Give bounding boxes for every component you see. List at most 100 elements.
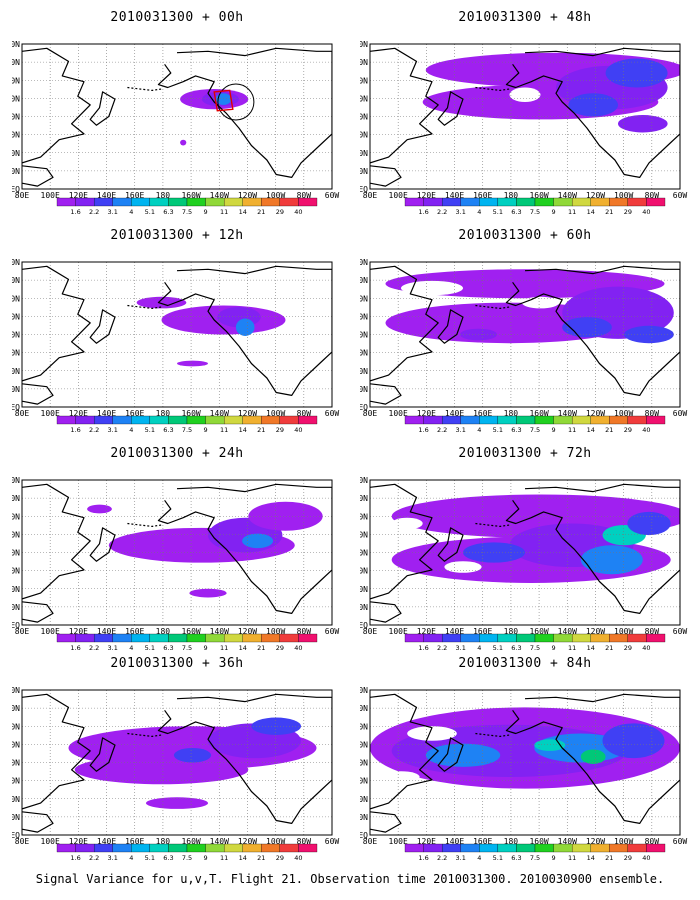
longitude-label: 160W (181, 191, 200, 200)
variance-field (22, 262, 332, 407)
longitude-label: 80W (297, 837, 312, 846)
latitude-label: 50N (360, 312, 368, 321)
variance-field (370, 262, 680, 407)
variance-contour (568, 93, 618, 117)
colorbar-label: 9 (552, 426, 556, 434)
colorbar-label: 7.5 (182, 854, 192, 862)
longitude-label: 180 (156, 837, 171, 846)
colorbar-swatch (261, 843, 281, 853)
latitude-label: 80N (360, 40, 368, 49)
japan-coastline (437, 737, 464, 772)
colorbar-label: 6.3 (511, 208, 521, 216)
colorbar-label: 6.3 (511, 854, 521, 862)
map-panel: 2010031300 + 72h 80N 70N 60N 50N 40N 30N 20N 10… (360, 442, 690, 660)
colorbar-label: 9 (204, 426, 208, 434)
colorbar-swatch (553, 197, 573, 207)
colorbar-label: 11 (220, 644, 228, 652)
colorbar-swatch (131, 415, 151, 425)
colorbar-swatch (205, 415, 225, 425)
colorbar-swatch (571, 633, 591, 643)
colorbar-label: 29 (276, 208, 284, 216)
asia-coastline (370, 693, 439, 810)
variance-contour (87, 504, 112, 514)
latitude-label: 40N (12, 113, 20, 122)
asia-coastline (22, 47, 91, 164)
longitude-label: 80E (15, 191, 30, 200)
colorbar-swatch (479, 633, 499, 643)
latitude-label: 60N (12, 76, 20, 85)
colorbar-swatch (590, 633, 610, 643)
map-panel: 2010031300 + 84h 80N 70N 60N 50N 40N 30N 20N 10… (360, 652, 690, 870)
colorbar-swatch (205, 197, 225, 207)
variance-contour (248, 501, 323, 531)
colorbar-label: 29 (276, 854, 284, 862)
colorbar-label: 14 (587, 426, 595, 434)
latitude-label: 30N (12, 777, 20, 786)
latitude-label: 70N (12, 276, 20, 285)
latitude-label: 10N (360, 603, 368, 612)
longitude-label: 100W (266, 837, 285, 846)
map-frame (369, 689, 681, 836)
southeast-asia-coastline (22, 601, 54, 623)
colorbar-swatch (223, 843, 243, 853)
colorbar-label: 3.1 (108, 208, 118, 216)
longitude-label: 120W (586, 409, 605, 418)
southeast-asia-coastline (22, 383, 54, 405)
longitude-label: 120E (417, 627, 436, 636)
variance-contour (580, 749, 606, 764)
map-frame (21, 479, 333, 626)
colorbar-swatch (261, 633, 281, 643)
asia-coastline (370, 483, 439, 600)
longitude-label: 140E (97, 191, 116, 200)
latitude-label: 80N (12, 40, 20, 49)
latitude-label: 60N (360, 294, 368, 303)
colorbar-swatch (441, 415, 461, 425)
latitude-label: EQ (360, 185, 368, 194)
colorbar-swatch (279, 633, 299, 643)
colorbar-swatch (112, 415, 132, 425)
variance-contour (74, 755, 249, 785)
longitude-label: 180 (156, 191, 171, 200)
colorbar-swatch (460, 633, 480, 643)
colorbar-swatch (609, 633, 629, 643)
colorbar-swatch (516, 415, 536, 425)
longitude-label: 160E (125, 191, 144, 200)
colorbar-swatch (571, 415, 591, 425)
colorbar-label: 5.1 (493, 426, 503, 434)
latitude-label: 20N (360, 585, 368, 594)
colorbar-swatch (112, 633, 132, 643)
latitude-label: 70N (360, 494, 368, 503)
colorbar-label: 6.3 (163, 208, 173, 216)
colorbar-swatch (497, 633, 517, 643)
colorbar-label: 5.1 (145, 208, 155, 216)
variance-contour (627, 511, 671, 536)
longitude-label: 160E (125, 627, 144, 636)
latitude-label: 20N (12, 367, 20, 376)
latitude-label: 40N (12, 331, 20, 340)
longitude-label: 120W (586, 837, 605, 846)
latitude-label: 50N (360, 740, 368, 749)
colorbar-swatch (646, 843, 666, 853)
longitude-label: 100W (266, 191, 285, 200)
colorbar-label: 14 (587, 854, 595, 862)
colorbar-swatch (460, 415, 480, 425)
aleutian-islands (475, 86, 510, 92)
longitude-label: 120E (417, 409, 436, 418)
longitude-label: 100E (41, 409, 60, 418)
colorbar-swatch (479, 197, 499, 207)
latitude-label: 50N (12, 530, 20, 539)
colorbar-swatch (93, 633, 113, 643)
variance-contour (605, 58, 668, 88)
flight-track (213, 89, 234, 112)
latitude-label: 40N (360, 113, 368, 122)
longitude-label: 140W (558, 409, 577, 418)
longitude-label: 100E (389, 191, 408, 200)
colorbar-swatch (168, 843, 188, 853)
colorbar-swatch (497, 415, 517, 425)
colorbar-swatch (186, 415, 206, 425)
japan-coastline (89, 309, 116, 344)
longitude-label: 120W (238, 409, 257, 418)
longitude-label: 80W (645, 409, 660, 418)
north-america-coastline (157, 47, 332, 178)
